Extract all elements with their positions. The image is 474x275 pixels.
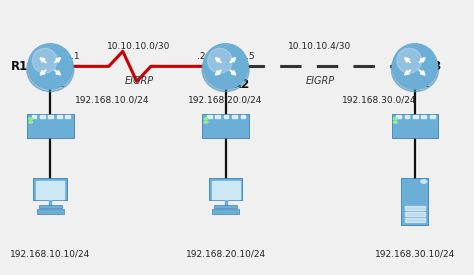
Ellipse shape <box>392 44 438 89</box>
Ellipse shape <box>208 48 232 73</box>
Bar <box>211 181 240 199</box>
Ellipse shape <box>27 48 74 92</box>
Bar <box>37 210 64 214</box>
Bar <box>214 205 237 208</box>
Text: .1: .1 <box>421 80 429 89</box>
Bar <box>40 115 45 118</box>
Bar <box>57 115 62 118</box>
Bar <box>207 115 211 118</box>
Circle shape <box>204 118 208 120</box>
Text: 192.168.10.10/24: 192.168.10.10/24 <box>10 249 91 258</box>
Bar <box>405 115 409 118</box>
Circle shape <box>393 121 397 123</box>
Ellipse shape <box>397 48 421 73</box>
Ellipse shape <box>28 44 73 89</box>
Text: .1: .1 <box>56 80 65 89</box>
Circle shape <box>204 121 208 123</box>
Text: EIGRP: EIGRP <box>305 76 335 86</box>
Bar <box>232 115 237 118</box>
Bar <box>36 181 64 199</box>
Bar <box>405 218 425 222</box>
Bar <box>405 212 425 216</box>
Bar <box>224 115 228 118</box>
Bar <box>421 115 426 118</box>
Bar <box>215 115 220 118</box>
Bar <box>209 178 242 200</box>
Circle shape <box>29 118 33 120</box>
Text: 192.168.20.10/24: 192.168.20.10/24 <box>185 249 265 258</box>
Text: .5: .5 <box>246 52 254 61</box>
Text: 192.168.20.0/24: 192.168.20.0/24 <box>188 95 263 104</box>
Bar <box>405 206 425 210</box>
Bar <box>392 114 438 138</box>
Text: R3: R3 <box>425 60 442 73</box>
Text: 192.168.30.0/24: 192.168.30.0/24 <box>341 95 416 104</box>
Circle shape <box>393 118 397 120</box>
Text: 192.168.30.10/24: 192.168.30.10/24 <box>375 249 455 258</box>
Text: R1: R1 <box>10 60 27 73</box>
Ellipse shape <box>202 48 249 92</box>
Bar <box>32 115 36 118</box>
Bar <box>202 114 249 138</box>
Text: .2: .2 <box>197 52 206 61</box>
Text: EIGRP: EIGRP <box>125 76 154 86</box>
Bar <box>65 115 70 118</box>
Bar <box>430 115 435 118</box>
Bar <box>413 115 418 118</box>
Text: 192.168.10.0/24: 192.168.10.0/24 <box>75 95 150 104</box>
Bar <box>240 115 245 118</box>
Text: 10.10.10.4/30: 10.10.10.4/30 <box>288 41 352 50</box>
Text: 10.10.10.0/30: 10.10.10.0/30 <box>107 41 170 50</box>
Bar <box>27 114 73 138</box>
Ellipse shape <box>203 44 248 89</box>
Bar <box>212 210 239 214</box>
Bar <box>396 115 401 118</box>
Ellipse shape <box>392 48 438 92</box>
Bar <box>401 178 428 226</box>
Bar <box>48 115 53 118</box>
Text: .6: .6 <box>398 52 407 61</box>
Text: .1: .1 <box>71 52 80 61</box>
Bar <box>39 205 62 208</box>
Circle shape <box>29 121 33 123</box>
Text: .1: .1 <box>232 80 241 89</box>
Ellipse shape <box>32 48 57 73</box>
Text: R2: R2 <box>233 78 251 91</box>
Bar <box>34 178 67 200</box>
Circle shape <box>421 180 427 183</box>
